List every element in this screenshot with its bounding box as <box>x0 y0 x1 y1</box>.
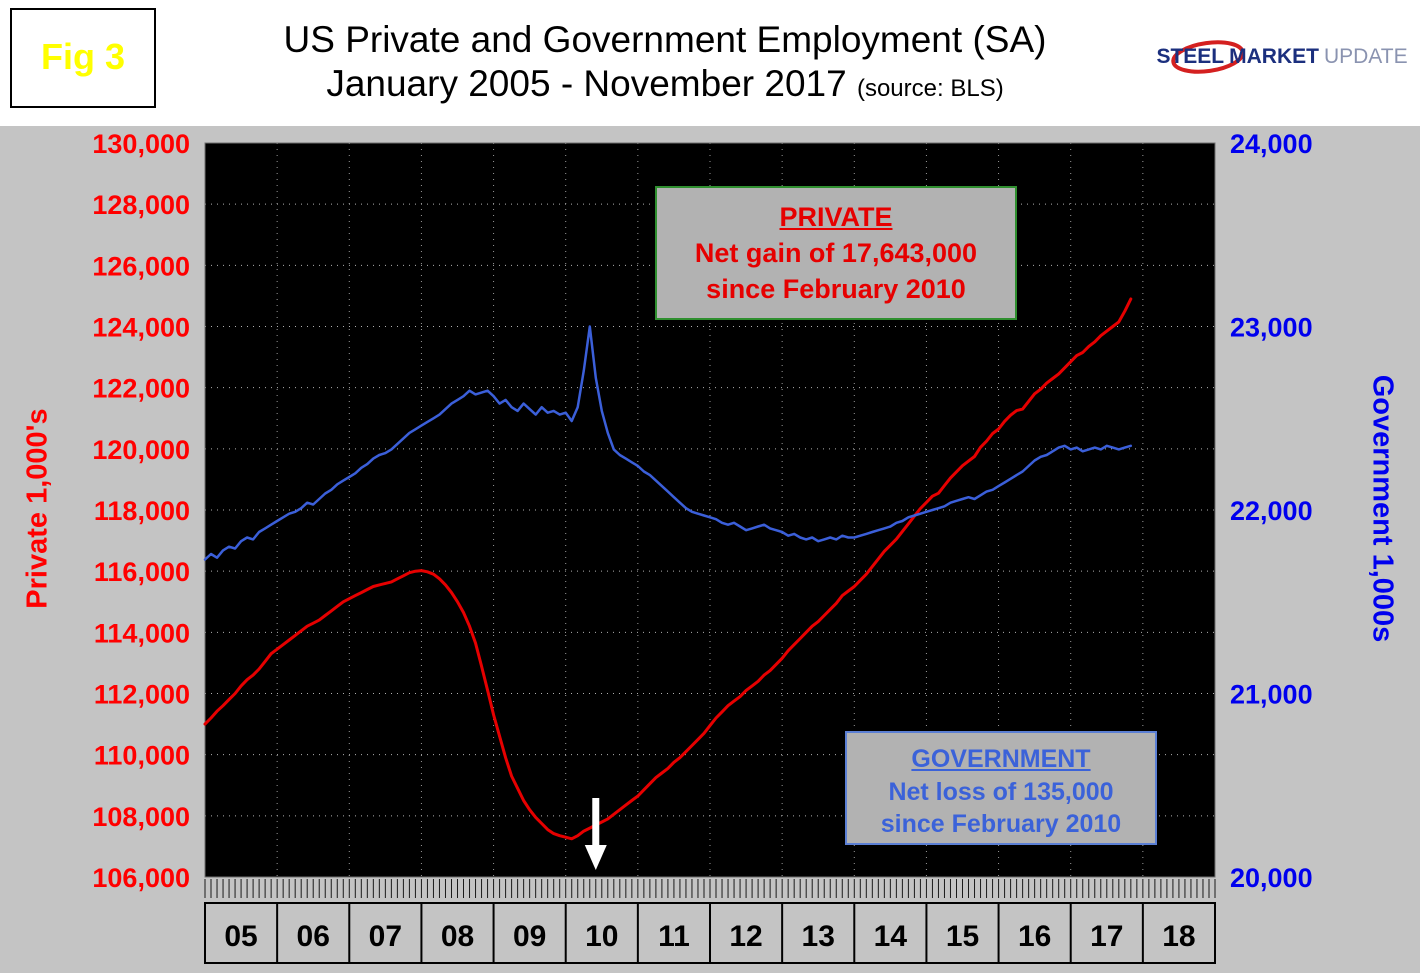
x-axis-year-label: 16 <box>1018 920 1051 953</box>
title-line-2-text: January 2005 - November 2017 <box>326 63 847 105</box>
left-axis-tick-label: 130,000 <box>92 129 190 159</box>
figure-label: Fig 3 <box>40 36 125 77</box>
left-axis-tick-label: 110,000 <box>94 741 190 771</box>
x-axis-year-label: 10 <box>585 920 618 953</box>
left-axis-title: Private 1,000's <box>21 408 54 609</box>
x-axis-year-label: 07 <box>369 920 402 953</box>
right-axis-tick-label: 23,000 <box>1230 313 1313 343</box>
title-source: (source: BLS) <box>856 75 1004 103</box>
x-axis-year-label: 09 <box>513 920 546 953</box>
x-axis-year-label: 08 <box>441 920 474 953</box>
logo-word-market: MARKET <box>1229 45 1319 68</box>
title-line-1: US Private and Government Employment (SA… <box>283 19 1047 60</box>
logo-word-update: UPDATE <box>1323 45 1408 68</box>
private-series-line <box>203 297 1133 841</box>
left-axis-tick-label: 122,000 <box>92 374 190 404</box>
left-axis-tick-label: 124,000 <box>92 313 190 343</box>
trough-arrow <box>584 798 607 870</box>
government-annotation-title: GOVERNMENT <box>911 745 1091 773</box>
x-axis-year-label: 05 <box>224 920 257 953</box>
private-annotation-title: PRIVATE <box>779 202 893 232</box>
x-axis-year-label: 13 <box>802 920 835 953</box>
left-axis-tick-label: 126,000 <box>92 251 190 281</box>
government-series-line <box>203 325 1133 561</box>
x-axis-year-label: 06 <box>297 920 330 953</box>
figure-label-box: Fig 3 <box>10 8 156 108</box>
left-axis-tick-label: 112,000 <box>94 680 190 710</box>
left-axis-tick-label: 106,000 <box>92 863 190 893</box>
private-annotation-box: PRIVATE Net gain of 17,643,000 since Feb… <box>655 186 1017 320</box>
x-axis-year-label: 18 <box>1162 920 1195 953</box>
x-axis-year-label: 14 <box>874 920 908 953</box>
private-annotation-line2: since February 2010 <box>706 273 966 304</box>
right-axis-tick-label: 24,000 <box>1230 129 1313 159</box>
x-axis-year-label: 11 <box>658 920 690 953</box>
title-line-2: January 2005 - November 2017 (source: BL… <box>170 62 1160 106</box>
x-axis-year-label: 17 <box>1090 920 1123 953</box>
government-annotation-line2: since February 2010 <box>880 810 1122 838</box>
private-annotation-line1: Net gain of 17,643,000 <box>694 237 978 268</box>
government-annotation-line1: Net loss of 135,000 <box>888 777 1114 806</box>
left-axis-tick-label: 128,000 <box>92 190 190 220</box>
left-axis-tick-label: 114,000 <box>94 618 190 648</box>
x-axis-year-label: 12 <box>729 920 762 953</box>
left-axis-tick-label: 120,000 <box>92 435 190 465</box>
logo-word-steel: STEEL <box>1156 45 1225 68</box>
right-axis-tick-label: 20,000 <box>1230 863 1313 893</box>
right-axis-tick-label: 22,000 <box>1230 496 1313 526</box>
government-annotation-box: GOVERNMENT Net loss of 135,000 since Feb… <box>845 731 1157 845</box>
chart-title-block: US Private and Government Employment (SA… <box>170 18 1160 107</box>
right-axis-title: Government 1,000s <box>1366 374 1399 643</box>
left-axis-tick-label: 116,000 <box>94 557 190 587</box>
left-axis-tick-label: 118,000 <box>94 496 190 526</box>
left-axis-tick-label: 108,000 <box>92 802 190 832</box>
right-axis-tick-label: 21,000 <box>1230 680 1313 710</box>
x-axis-year-label: 15 <box>946 920 979 953</box>
